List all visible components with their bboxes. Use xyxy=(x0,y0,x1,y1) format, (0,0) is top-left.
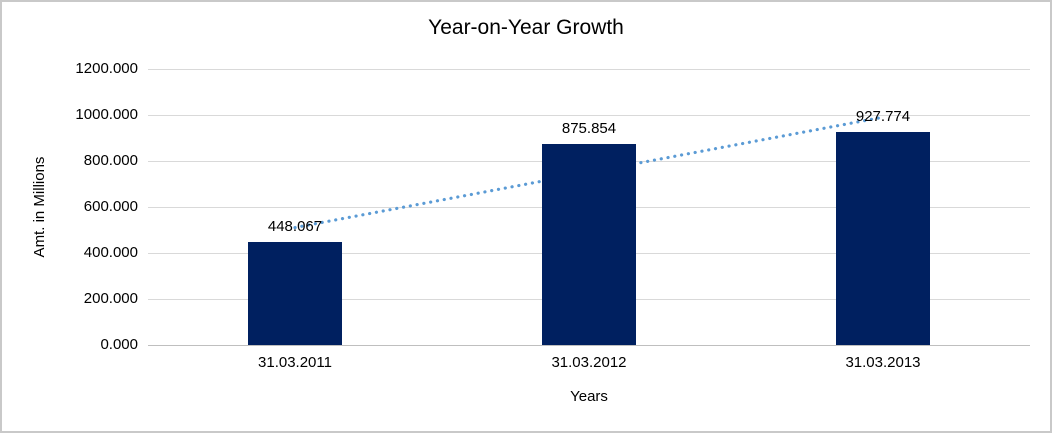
y-tick-label: 0.000 xyxy=(100,336,138,353)
gridline xyxy=(148,115,1030,116)
data-label: 927.774 xyxy=(855,107,911,125)
data-label: 448.067 xyxy=(267,217,323,235)
y-tick-label: 200.000 xyxy=(83,290,138,307)
data-label: 875.854 xyxy=(561,119,617,137)
y-tick-label: 800.000 xyxy=(83,152,138,169)
x-axis-tick-labels: 31.03.2011 31.03.2012 31.03.2013 xyxy=(148,354,1030,374)
x-axis-title: Years xyxy=(570,388,608,405)
bar-31.03.2011 xyxy=(248,241,342,345)
plot-area: 448.067 875.854 927.774 xyxy=(148,69,1030,346)
y-axis-tick-labels: 0.000 200.000 400.000 600.000 800.000 1000.00… xyxy=(36,60,138,353)
x-tick-label: 31.03.2011 xyxy=(258,354,332,371)
y-tick-label: 400.000 xyxy=(83,244,138,261)
x-axis-line xyxy=(148,345,1030,346)
y-tick-label: 1000.000 xyxy=(75,106,138,123)
gridline xyxy=(148,69,1030,70)
bar-31.03.2013 xyxy=(836,131,930,345)
y-tick-label: 1200.000 xyxy=(75,60,138,77)
bar-31.03.2012 xyxy=(542,143,636,345)
chart-title: Year-on-Year Growth xyxy=(428,16,624,39)
y-tick-label: 600.000 xyxy=(83,198,138,215)
x-tick-label: 31.03.2013 xyxy=(845,354,921,371)
x-tick-label: 31.03.2012 xyxy=(551,354,627,371)
